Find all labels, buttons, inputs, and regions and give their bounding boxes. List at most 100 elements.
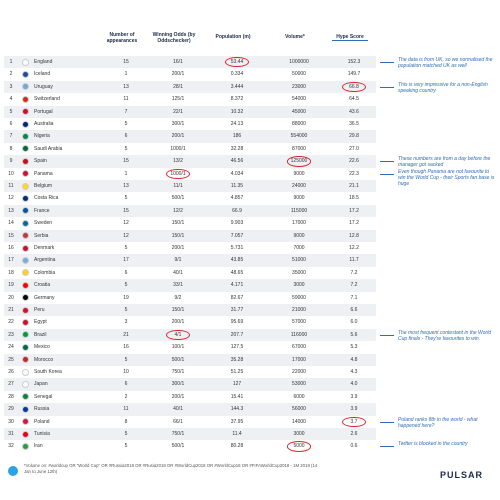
table-cell: 200/1 <box>171 245 185 251</box>
table-row: 16 Denmark 5 200/1 5.731 7000 12.2 <box>4 242 376 254</box>
table-cell: 29.8 <box>349 133 359 140</box>
table-cell: 56000 <box>292 406 306 413</box>
table-row: 32 Iran 5 500/1 80.28 5000 0.6 <box>4 440 376 452</box>
table-cell: 59000 <box>292 294 306 301</box>
flag-icon <box>22 380 29 388</box>
flag-icon <box>22 95 29 103</box>
table-cell: 17 <box>123 257 129 264</box>
table-cell: 144.3 <box>230 406 244 413</box>
table-cell: 2.6 <box>350 431 358 437</box>
annotation: Poland ranks 8th in the world - what hap… <box>398 416 478 429</box>
annotation: The most frequent contestant in the Worl… <box>398 329 492 342</box>
table-row: 3 Uruguay 13 28/1 3.444 23000 66.8 <box>4 80 376 94</box>
table-cell: 11.4 <box>232 431 242 437</box>
highlight-circle <box>166 168 190 179</box>
highlight-circle <box>342 81 366 93</box>
table-row: 22 Egypt 3 200/1 95.69 57000 6.0 <box>4 316 376 328</box>
table-cell: 5 <box>124 431 128 437</box>
country-name: Brazil <box>34 331 47 338</box>
country-name: Argentina <box>34 257 56 264</box>
flag-icon <box>22 306 29 314</box>
table-cell: 17 <box>8 257 14 264</box>
table-row: 14 Sweden 12 150/1 9.903 17000 17.2 <box>4 217 376 229</box>
table-cell: 6 <box>124 133 128 140</box>
table-cell: 9000 <box>293 232 305 239</box>
annotation-line <box>380 421 394 423</box>
table-cell: 6.6 <box>350 307 358 313</box>
table-cell: 32 <box>8 443 14 450</box>
table-cell: 5 <box>124 145 128 152</box>
table-cell: 18.5 <box>349 195 359 202</box>
header-appearances: Number of appearances <box>106 32 138 44</box>
table-cell: 19 <box>123 294 129 301</box>
table-cell: 12/2 <box>173 207 183 214</box>
table-cell: 10.32 <box>230 108 244 115</box>
table-cell: 17000 <box>292 356 306 363</box>
table-cell: 5 <box>124 443 128 450</box>
table-cell: 5.3 <box>350 344 358 351</box>
table-cell: 19 <box>8 282 14 289</box>
table-cell: 7.1 <box>350 294 358 301</box>
table-cell: 200/1 <box>171 319 185 326</box>
table-cell: 300/1 <box>171 121 185 127</box>
table-cell: 9/2 <box>174 294 182 301</box>
table-row: 7 Nigeria 6 200/1 186 554000 29.8 <box>4 130 376 143</box>
table-row: 24 Mexico 16 100/1 127.5 67000 5.3 <box>4 341 376 353</box>
table-cell: 43.85 <box>230 257 244 264</box>
table-cell: 23000 <box>292 83 306 90</box>
annotation-line <box>380 446 394 448</box>
country-name: Iran <box>34 443 43 450</box>
table-cell: 27.0 <box>349 145 359 152</box>
table-cell: 125/1 <box>171 96 185 103</box>
table-cell: 200/1 <box>171 133 185 140</box>
table-cell: 11.7 <box>349 257 359 264</box>
table-cell: 0.334 <box>230 71 244 78</box>
flag-icon <box>22 170 29 178</box>
table-row: 30 Poland 8 66/1 37.95 14000 3.7 <box>4 416 376 428</box>
table-cell: 35000 <box>292 269 306 276</box>
table-cell: 21 <box>123 331 129 338</box>
table-cell: 1 <box>124 71 128 78</box>
country-name: Poland <box>34 418 50 425</box>
flag-icon <box>22 256 29 264</box>
table-cell: 48.65 <box>230 269 244 276</box>
table-cell: 32.28 <box>230 145 244 152</box>
table-row: 13 France 15 12/2 66.9 115000 17.2 <box>4 204 376 218</box>
table-cell: 45000 <box>292 108 306 115</box>
table-cell: 127 <box>232 381 242 388</box>
flag-icon <box>22 269 29 277</box>
country-name: Germany <box>34 294 55 301</box>
table-cell: 22.3 <box>349 170 359 177</box>
flag-icon <box>22 244 29 252</box>
table-cell: 0.6 <box>350 443 358 450</box>
table-cell: 8 <box>124 418 128 425</box>
table-cell: 43.6 <box>349 108 359 115</box>
table-cell: 50000 <box>292 71 306 78</box>
annotation: These numbers are from a day before the … <box>398 156 491 169</box>
flag-icon <box>22 318 29 326</box>
annotation-line <box>380 334 394 336</box>
table-cell: 11 <box>8 183 14 189</box>
table-cell: 10 <box>8 170 14 177</box>
country-name: Denmark <box>34 245 55 251</box>
annotation-line <box>380 173 394 175</box>
table-cell: 31.77 <box>230 307 244 313</box>
table-cell: 46.56 <box>230 158 244 165</box>
table-cell: 31 <box>8 431 14 437</box>
flag-icon <box>22 70 29 78</box>
table-cell: 4.171 <box>230 282 244 289</box>
table-row: 10 Panama 1 1000/1 4.034 9000 22.3 <box>4 168 376 180</box>
table-cell: 20 <box>8 294 14 301</box>
table-cell: 66.9 <box>232 207 242 214</box>
country-name: Australia <box>34 121 54 127</box>
table-cell: 67000 <box>292 344 306 351</box>
flag-icon <box>22 83 29 91</box>
footnote: *Volume on: #worldcup OR "World Cup" OR … <box>24 463 318 474</box>
country-name: Japan <box>34 381 48 388</box>
table-cell: 22 <box>8 319 14 326</box>
table-cell: 6 <box>124 269 128 276</box>
flag-icon <box>22 405 29 413</box>
header-population: Population (m) <box>215 34 251 40</box>
table-cell: 15 <box>8 232 14 239</box>
table-cell: 3 <box>9 83 13 90</box>
